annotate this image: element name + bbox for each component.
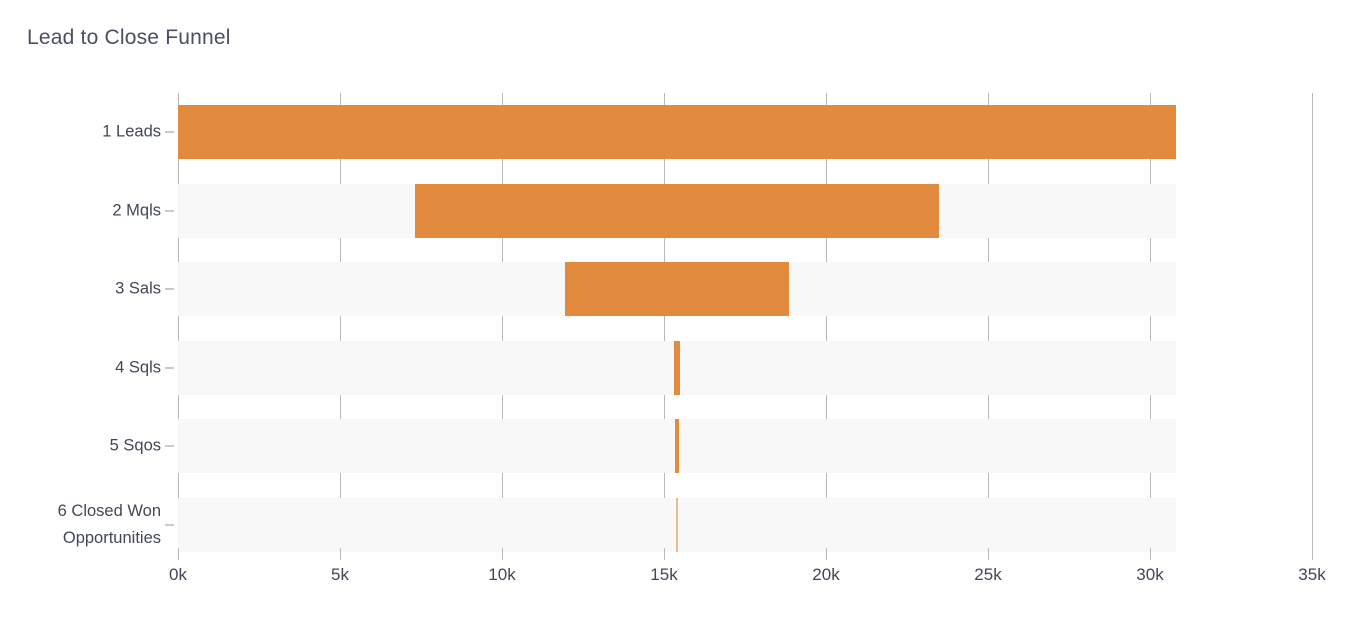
category-axis: 1 Leads 2 Mqls 3 Sals 4 Sqls 5 Sqos 6 Closed … xyxy=(0,93,176,553)
category-label-4: 4 Sqls xyxy=(115,358,161,376)
funnel-bar-3[interactable] xyxy=(565,262,789,316)
x-axis-label-25k: 25k xyxy=(974,565,1002,584)
gridline-20k xyxy=(825,93,827,553)
x-axis-label-30k: 30k xyxy=(1136,565,1164,584)
x-axis: 0k 5k 10k 15k 20k 25k 30k 35k xyxy=(169,548,1326,598)
category-tick-4 xyxy=(165,366,174,369)
gridline-35k xyxy=(1311,93,1313,553)
x-axis-label-20k: 20k xyxy=(812,565,840,584)
category-label-1: 1 Leads xyxy=(102,122,161,141)
funnel-bar-4[interactable] xyxy=(674,340,680,395)
funnel-bar-6[interactable] xyxy=(676,497,678,552)
plot-area xyxy=(177,93,1313,553)
x-axis-tick-5k xyxy=(339,548,341,560)
funnel-bar-2[interactable] xyxy=(414,183,940,238)
x-axis-label-15k: 15k xyxy=(650,565,678,584)
x-axis-label-5k: 5k xyxy=(331,565,349,584)
category-label-5: 5 Sqos xyxy=(109,436,161,455)
category-tick-5 xyxy=(165,445,174,447)
x-axis-label-0k: 0k xyxy=(169,565,187,584)
x-axis-tick-20k xyxy=(825,548,827,560)
x-axis-tick-25k xyxy=(987,548,989,560)
x-axis-tick-10k xyxy=(501,548,503,560)
gridline-10k xyxy=(501,93,503,553)
category-label-3: 3 Sals xyxy=(115,279,161,298)
funnel-bar-1[interactable] xyxy=(178,105,1176,159)
category-label-2: 2 Mqls xyxy=(112,201,161,219)
x-axis-tick-30k xyxy=(1149,548,1151,560)
funnel-bar-5[interactable] xyxy=(674,419,680,473)
category-tick-1 xyxy=(165,131,174,133)
x-axis-label-10k: 10k xyxy=(488,565,516,584)
gridline-30k xyxy=(1149,93,1151,553)
category-tick-3 xyxy=(165,288,174,290)
chart-title: Lead to Close Funnel xyxy=(27,26,231,49)
gridline-0k xyxy=(177,93,179,553)
gridline-5k xyxy=(339,93,341,553)
category-tick-2 xyxy=(165,209,174,212)
x-axis-tick-15k xyxy=(663,548,665,560)
x-axis-tick-35k xyxy=(1311,548,1313,560)
category-label-6: 6 Closed Won Opportunities xyxy=(57,501,161,547)
gridline-15k xyxy=(663,93,665,553)
x-axis-label-35k: 35k xyxy=(1298,565,1326,584)
x-axis-tick-0k xyxy=(177,548,179,560)
category-tick-6 xyxy=(165,523,174,526)
gridline-25k xyxy=(987,93,989,553)
